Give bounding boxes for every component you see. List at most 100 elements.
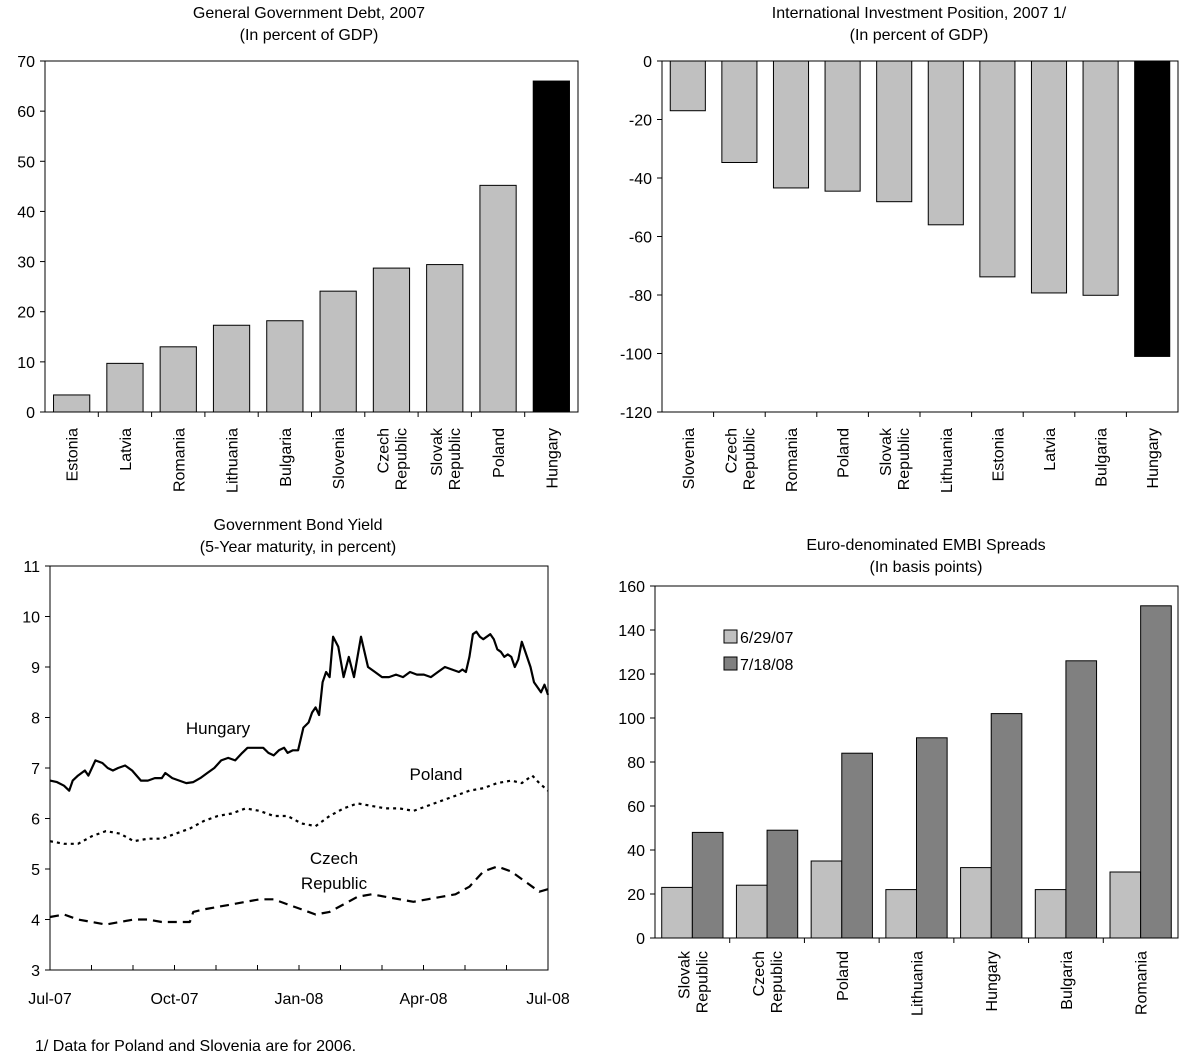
chart-iip-xtick-label: Latvia — [1042, 428, 1059, 471]
chart-debt-bar-romania — [159, 346, 197, 413]
chart-yield-xtick-label: Jul-07 — [28, 991, 72, 1008]
chart-debt-bar-czech-republic — [372, 267, 411, 413]
chart-embi-bar-romania-7-18-08 — [1140, 605, 1172, 939]
chart-embi-ytick-label: 160 — [618, 579, 645, 596]
chart-debt-ytick-label: 60 — [17, 104, 35, 121]
chart-yield-xtick-label: Jul-08 — [526, 991, 570, 1008]
chart-embi-bar-slovak-republic-7-18-08 — [691, 831, 724, 939]
chart-iip-ytick-label: 0 — [643, 54, 652, 71]
legend-swatch-7-18-08 — [723, 656, 738, 671]
chart-debt-ytick-label: 0 — [26, 405, 35, 422]
chart-iip-bar-bulgaria — [1082, 60, 1119, 296]
chart-embi-ytick-label: 120 — [618, 667, 645, 684]
legend-label-6-29-07: 6/29/07 — [740, 630, 793, 647]
chart-debt-xtick-label: CzechRepublic — [375, 428, 410, 490]
chart-embi-bar-czech-republic-7-18-08 — [766, 829, 799, 939]
chart-iip-xtick-label: Hungary — [1145, 428, 1162, 488]
chart-iip-xtick-label: Romania — [784, 428, 801, 492]
chart-iip-bar-slovak-republic — [876, 60, 913, 203]
chart-debt-xtick-label: Romania — [171, 428, 188, 492]
chart-debt-bar-estonia — [53, 394, 91, 413]
chart-yield-ytick-label: 4 — [31, 913, 40, 930]
chart-debt-xtick-label: Poland — [491, 428, 508, 478]
chart-debt-ytick-label: 40 — [17, 204, 35, 221]
chart-yield-ytick-label: 10 — [22, 610, 40, 627]
chart-iip-xtick-label: Bulgaria — [1094, 428, 1111, 487]
chart-embi-bar-romania-6-29-07 — [1109, 871, 1142, 939]
chart-yield-xtick-label: Oct-07 — [150, 991, 198, 1008]
chart-iip-xtick-label: Slovenia — [681, 428, 698, 489]
chart-yield-line-poland — [49, 774, 549, 845]
chart-yield-ytick-label: 11 — [23, 559, 40, 576]
chart-embi-ytick-label: 140 — [618, 623, 645, 640]
chart-debt-title: General Government Debt, 2007 — [193, 5, 425, 22]
legend-swatch-6-29-07 — [723, 629, 738, 644]
chart-embi-xtick-label: Poland — [835, 951, 852, 1001]
chart-iip-bar-romania — [772, 60, 810, 189]
chart-yield-ytick-label: 3 — [31, 963, 40, 980]
chart-yield-xtick-label: Apr-08 — [399, 991, 447, 1008]
chart-debt-ytick-label: 10 — [17, 355, 35, 372]
chart-embi-xtick-label: Romania — [1134, 951, 1151, 1015]
chart-iip-bar-estonia — [979, 60, 1016, 278]
chart-embi-bar-bulgaria-7-18-08 — [1065, 660, 1098, 939]
chart-embi-bar-bulgaria-6-29-07 — [1034, 889, 1067, 939]
chart-debt-bar-slovenia — [319, 290, 357, 413]
legend-label-7-18-08: 7/18/08 — [740, 657, 793, 674]
chart-debt-xtick-label: SlovakRepublic — [429, 427, 464, 490]
chart-yield-line-czech-republic — [49, 865, 549, 926]
chart-iip-ytick-label: -60 — [629, 230, 652, 247]
chart-iip-ytick-label: -40 — [629, 171, 652, 188]
chart-iip-bar-latvia — [1030, 60, 1068, 294]
chart-debt: General Government Debt, 2007 (In percen… — [17, 5, 579, 493]
chart-iip-title: International Investment Position, 2007 … — [772, 5, 1067, 22]
chart-embi-bar-slovak-republic-6-29-07 — [661, 886, 693, 939]
chart-iip-bar-poland — [824, 60, 861, 192]
chart-debt-ytick-label: 50 — [17, 154, 35, 171]
chart-embi-xtick-label: Lithuania — [910, 951, 927, 1016]
chart-yield: Government Bond Yield (5-Year maturity, … — [22, 517, 570, 1008]
chart-iip-ytick-label: -20 — [629, 113, 652, 130]
chart-iip-subtitle: (In percent of GDP) — [850, 27, 989, 44]
chart-yield-ytick-label: 9 — [31, 660, 40, 677]
series-label-poland: Poland — [410, 765, 463, 784]
chart-iip-xtick-label: CzechRepublic — [723, 428, 758, 490]
chart-yield-xtick-label: Jan-08 — [275, 991, 324, 1008]
chart-embi-xtick-label: SlovakRepublic — [676, 950, 711, 1013]
series-label-hungary: Hungary — [186, 719, 251, 738]
chart-embi: Euro-denominated EMBI Spreads (In basis … — [618, 537, 1179, 1016]
chart-embi-ytick-label: 40 — [627, 843, 645, 860]
chart-debt-xtick-label: Latvia — [118, 428, 135, 471]
chart-debt-ytick-label: 70 — [17, 54, 35, 71]
footnote: 1/ Data for Poland and Slovenia are for … — [35, 1038, 357, 1055]
chart-embi-ytick-label: 80 — [627, 755, 645, 772]
chart-embi-xtick-label: CzechRepublic — [751, 951, 786, 1013]
chart-embi-ytick-label: 100 — [618, 711, 645, 728]
chart-debt-xtick-label: Lithuania — [225, 428, 242, 493]
chart-iip-ytick-label: -80 — [629, 288, 652, 305]
chart-debt-bar-bulgaria — [266, 320, 304, 413]
chart-embi-ytick-label: 0 — [636, 931, 645, 948]
chart-yield-ytick-label: 6 — [31, 812, 40, 829]
chart-embi-title: Euro-denominated EMBI Spreads — [806, 537, 1045, 554]
chart-yield-subtitle: (5-Year maturity, in percent) — [200, 539, 397, 556]
chart-iip: International Investment Position, 2007 … — [620, 5, 1179, 493]
chart-debt-bar-hungary — [532, 80, 570, 413]
chart-debt-xtick-label: Estonia — [65, 428, 82, 481]
chart-debt-ytick-label: 30 — [17, 255, 35, 272]
chart-embi-bar-poland-7-18-08 — [841, 752, 873, 939]
series-label-czech-republic: Czech Republic — [301, 849, 368, 893]
chart-iip-ytick-label: -120 — [620, 405, 652, 422]
chart-debt-bar-poland — [479, 184, 517, 413]
chart-iip-bar-hungary — [1134, 60, 1171, 357]
chart-iip-bar-slovenia — [669, 60, 706, 112]
chart-embi-bar-czech-republic-6-29-07 — [735, 884, 768, 939]
chart-debt-xtick-label: Bulgaria — [278, 428, 295, 487]
chart-embi-bar-poland-6-29-07 — [810, 860, 843, 939]
chart-debt-subtitle: (In percent of GDP) — [240, 27, 379, 44]
chart-yield-ytick-label: 7 — [31, 761, 40, 778]
chart-yield-ytick-label: 8 — [31, 711, 40, 728]
chart-iip-xtick-label: SlovakRepublic — [878, 427, 913, 490]
chart-debt-bar-slovak-republic — [426, 264, 464, 413]
